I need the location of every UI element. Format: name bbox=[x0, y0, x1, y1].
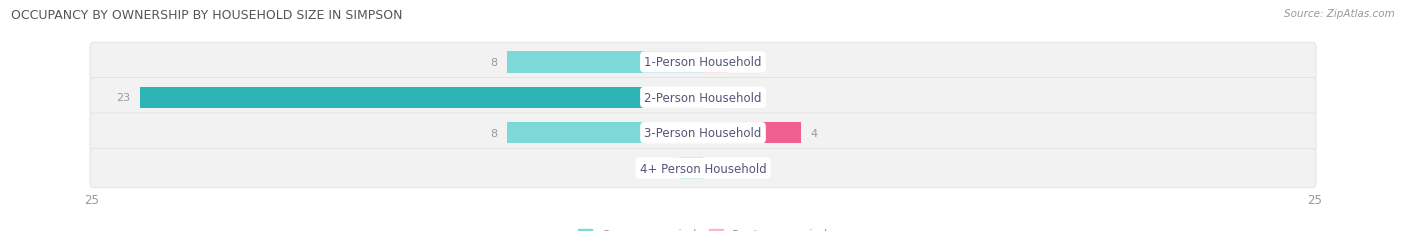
Text: 8: 8 bbox=[491, 128, 498, 138]
Text: 1-Person Household: 1-Person Household bbox=[644, 56, 762, 69]
Bar bbox=[703, 122, 801, 144]
Text: 4: 4 bbox=[811, 128, 818, 138]
Text: 23: 23 bbox=[117, 93, 131, 103]
Text: OCCUPANCY BY OWNERSHIP BY HOUSEHOLD SIZE IN SIMPSON: OCCUPANCY BY OWNERSHIP BY HOUSEHOLD SIZE… bbox=[11, 9, 402, 22]
FancyBboxPatch shape bbox=[90, 43, 1316, 82]
Bar bbox=[508, 122, 703, 144]
Bar bbox=[141, 87, 703, 109]
Bar bbox=[508, 52, 703, 73]
Text: 2-Person Household: 2-Person Household bbox=[644, 91, 762, 104]
Text: Source: ZipAtlas.com: Source: ZipAtlas.com bbox=[1284, 9, 1395, 19]
Text: 4+ Person Household: 4+ Person Household bbox=[640, 162, 766, 175]
Text: 1: 1 bbox=[737, 58, 744, 68]
Text: 0: 0 bbox=[716, 93, 723, 103]
Bar bbox=[679, 158, 703, 179]
Bar bbox=[703, 52, 727, 73]
Text: 8: 8 bbox=[491, 58, 498, 68]
FancyBboxPatch shape bbox=[90, 113, 1316, 153]
Text: 1: 1 bbox=[662, 163, 669, 173]
Legend: Owner-occupied, Renter-occupied: Owner-occupied, Renter-occupied bbox=[572, 223, 834, 231]
FancyBboxPatch shape bbox=[90, 78, 1316, 118]
FancyBboxPatch shape bbox=[90, 149, 1316, 188]
Text: 0: 0 bbox=[716, 163, 723, 173]
Text: 3-Person Household: 3-Person Household bbox=[644, 127, 762, 140]
